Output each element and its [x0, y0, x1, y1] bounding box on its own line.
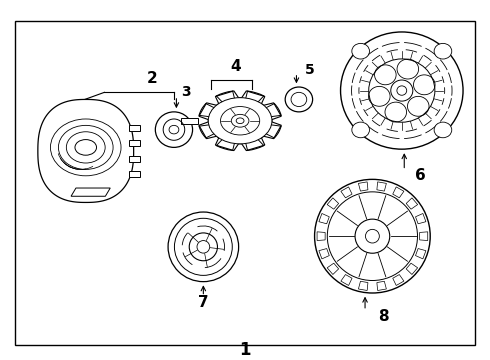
- Polygon shape: [393, 275, 404, 285]
- Text: 1: 1: [239, 341, 251, 359]
- Polygon shape: [327, 263, 339, 274]
- Polygon shape: [393, 187, 404, 198]
- Ellipse shape: [391, 80, 413, 101]
- Text: 7: 7: [198, 296, 209, 310]
- Polygon shape: [358, 281, 368, 291]
- Bar: [129, 156, 140, 162]
- Ellipse shape: [285, 87, 313, 112]
- Polygon shape: [341, 275, 352, 285]
- Text: 4: 4: [230, 59, 241, 74]
- Ellipse shape: [434, 44, 452, 59]
- Text: 3: 3: [181, 85, 191, 99]
- Ellipse shape: [355, 219, 390, 253]
- Polygon shape: [319, 213, 329, 224]
- Text: 8: 8: [378, 309, 389, 324]
- Polygon shape: [71, 188, 110, 196]
- Ellipse shape: [155, 112, 193, 147]
- Text: 5: 5: [305, 63, 315, 77]
- Polygon shape: [317, 232, 325, 240]
- Polygon shape: [38, 99, 134, 202]
- Ellipse shape: [327, 192, 417, 280]
- Ellipse shape: [434, 122, 452, 138]
- Polygon shape: [377, 281, 387, 291]
- Polygon shape: [416, 248, 426, 259]
- Ellipse shape: [352, 122, 369, 138]
- Ellipse shape: [169, 125, 179, 134]
- Polygon shape: [377, 182, 387, 191]
- Polygon shape: [406, 263, 417, 274]
- Polygon shape: [327, 198, 339, 209]
- Ellipse shape: [189, 233, 218, 261]
- Polygon shape: [199, 91, 281, 150]
- Bar: [181, 118, 198, 124]
- Ellipse shape: [341, 32, 463, 149]
- Polygon shape: [319, 248, 329, 259]
- Polygon shape: [419, 232, 428, 240]
- Ellipse shape: [315, 179, 430, 293]
- Bar: [129, 140, 140, 146]
- Bar: [129, 171, 140, 177]
- Ellipse shape: [208, 98, 272, 144]
- Text: 2: 2: [147, 71, 157, 86]
- Bar: [129, 125, 140, 131]
- Polygon shape: [406, 198, 417, 209]
- Text: 6: 6: [415, 168, 426, 183]
- Polygon shape: [416, 213, 426, 224]
- Ellipse shape: [368, 59, 435, 122]
- Ellipse shape: [168, 212, 239, 282]
- Ellipse shape: [352, 44, 369, 59]
- Polygon shape: [341, 187, 352, 198]
- Polygon shape: [358, 182, 368, 191]
